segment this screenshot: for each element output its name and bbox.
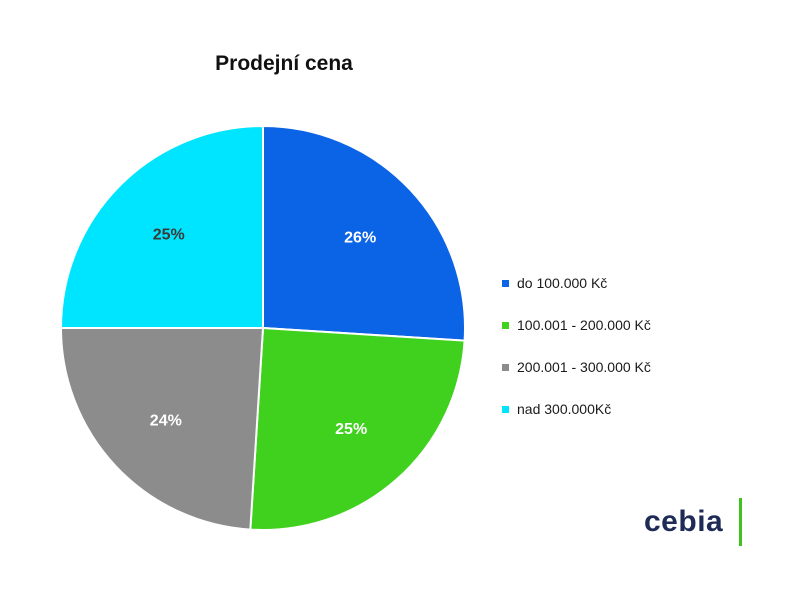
pie-data-label: 25% <box>335 421 367 438</box>
legend-label: 200.001 - 300.000 Kč <box>517 359 651 375</box>
legend-item: nad 300.000Kč <box>502 388 651 430</box>
legend-swatch <box>502 279 509 287</box>
legend-item: do 100.000 Kč <box>502 262 651 304</box>
chart-legend: do 100.000 Kč 100.001 - 200.000 Kč 200.001… <box>502 262 651 430</box>
legend-swatch <box>502 405 509 413</box>
cebia-logo: cebia <box>644 498 743 546</box>
legend-item: 100.001 - 200.000 Kč <box>502 304 651 346</box>
pie-slice <box>59 124 264 329</box>
logo-accent-bar <box>739 498 743 546</box>
pie-data-label: 24% <box>150 412 182 429</box>
legend-label: do 100.000 Kč <box>517 275 608 291</box>
legend-item: 200.001 - 300.000 Kč <box>502 346 651 388</box>
chart-title: Prodejní cena <box>215 52 353 75</box>
pie-slice <box>59 327 265 531</box>
pie-slice <box>249 326 466 531</box>
logo-text: cebia <box>644 505 724 538</box>
legend-swatch <box>502 321 509 329</box>
legend-swatch <box>502 363 509 371</box>
pie-data-label: 26% <box>344 230 376 247</box>
legend-label: nad 300.000Kč <box>517 401 612 417</box>
pie-slice <box>262 124 466 342</box>
pie-data-label: 25% <box>153 227 185 244</box>
legend-label: 100.001 - 200.000 Kč <box>517 317 651 333</box>
